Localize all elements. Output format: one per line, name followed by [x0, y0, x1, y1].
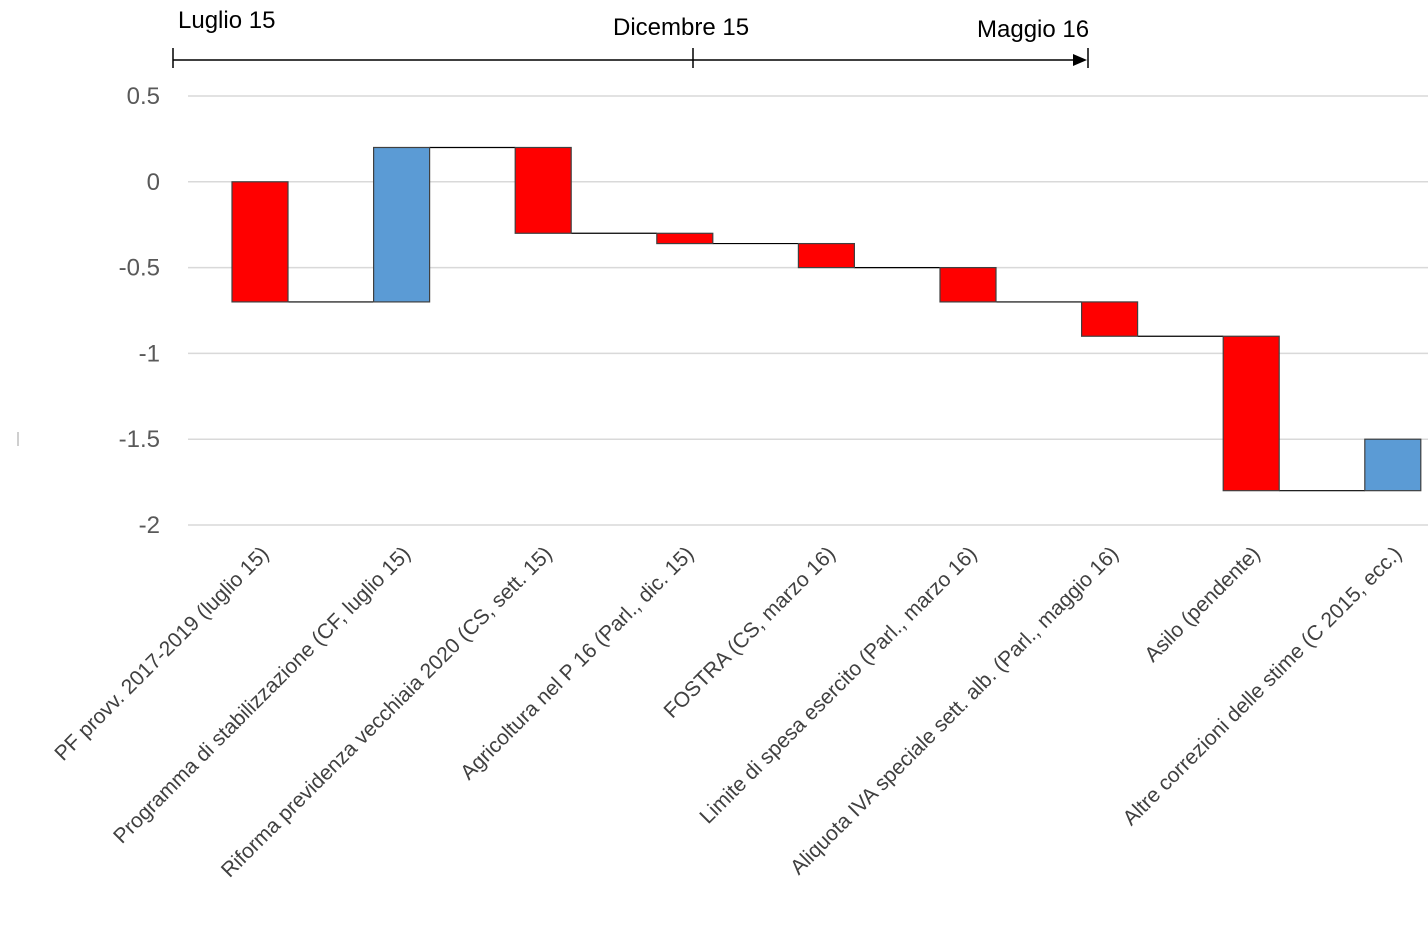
waterfall-bar — [231, 181, 289, 303]
waterfall-bar — [1364, 438, 1422, 492]
y-tick-label: -1.5 — [119, 426, 160, 453]
y-tick-label: -1 — [139, 340, 160, 367]
x-tick-label: Agricoltura nel P 16 (Parl., dic. 15) — [456, 542, 698, 784]
timeline-label-end: Maggio 16 — [977, 16, 1089, 43]
x-tick-label: Programma di stabilizzazione (CF, luglio… — [109, 542, 415, 848]
waterfall-bar — [514, 146, 572, 234]
y-tick-label: -2 — [139, 512, 160, 539]
y-axis: 0.5 0 -0.5 -1 -1.5 -2 — [119, 83, 160, 539]
waterfall-bar — [1222, 335, 1280, 492]
x-tick-label: Riforma previdenza vecchiaia 2020 (CS, s… — [217, 542, 557, 882]
waterfall-bar — [656, 232, 714, 245]
x-tick-label: Limite di spesa esercito (Parl., marzo 1… — [695, 542, 981, 828]
y-tick-label: 0.5 — [127, 83, 160, 110]
timeline-label-mid: Dicembre 15 — [613, 14, 749, 41]
x-tick-label: Altre correzioni delle stime (C 2015, ec… — [1119, 542, 1407, 830]
x-axis-labels: PF provv. 2017-2019 (luglio 15)Programma… — [50, 542, 1406, 882]
x-tick-label: Asilo (pendente) — [1140, 542, 1264, 666]
timeline-arrowhead — [1073, 54, 1087, 66]
timeline-label-start: Luglio 15 — [178, 7, 275, 34]
x-tick-label: Aliquota IVA speciale sett. alb. (Parl.,… — [786, 542, 1123, 879]
bars — [231, 146, 1422, 492]
waterfall-bar — [939, 267, 997, 303]
y-tick-label: -0.5 — [119, 255, 160, 282]
waterfall-bar — [373, 146, 431, 303]
y-tick-label: 0 — [147, 169, 160, 196]
connector-lines — [288, 146, 1365, 492]
timeline: Luglio 15 Dicembre 15 Maggio 16 — [172, 7, 1089, 68]
waterfall-bar — [797, 242, 856, 269]
waterfall-bar — [1080, 301, 1139, 337]
